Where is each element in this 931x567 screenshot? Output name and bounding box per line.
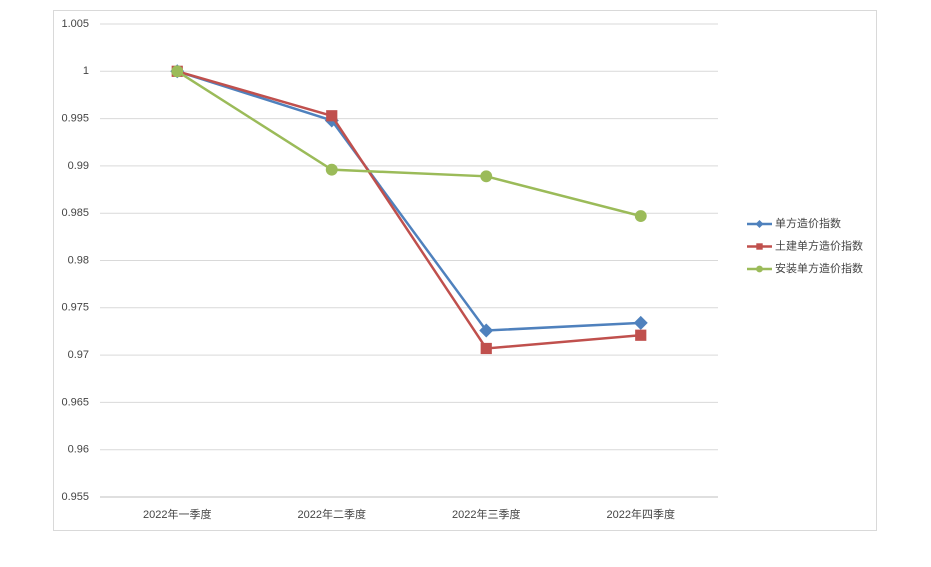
x-tick-label: 2022年四季度 <box>607 507 675 521</box>
marker <box>633 315 648 330</box>
legend-label: 安装单方造价指数 <box>775 261 863 275</box>
marker <box>325 163 338 176</box>
legend-marker <box>756 265 763 273</box>
x-tick-label: 2022年一季度 <box>143 507 211 521</box>
marker <box>326 110 338 122</box>
marker <box>480 170 493 183</box>
marker <box>480 342 492 355</box>
legend-label: 单方造价指数 <box>775 216 841 230</box>
y-tick-label: 0.995 <box>61 113 89 125</box>
y-tick-label: 0.98 <box>68 254 89 266</box>
x-tick-label: 2022年三季度 <box>452 507 520 521</box>
series-line <box>176 70 641 350</box>
legend-marker <box>755 220 764 228</box>
marker <box>479 323 494 338</box>
series-line <box>176 70 642 218</box>
y-tick-label: 0.955 <box>61 491 89 503</box>
y-tick-label: 0.96 <box>68 444 89 456</box>
legend-marker <box>756 243 763 250</box>
chart-border <box>53 10 877 531</box>
y-tick-label: 0.965 <box>61 396 89 408</box>
legend-label: 土建单方造价指数 <box>775 238 863 252</box>
y-tick-label: 0.99 <box>68 160 89 172</box>
y-tick-label: 1.005 <box>61 18 89 30</box>
marker <box>171 65 184 78</box>
y-tick-label: 0.985 <box>61 207 89 219</box>
y-tick-label: 1 <box>83 65 89 77</box>
marker <box>634 210 647 222</box>
y-tick-label: 0.97 <box>68 349 89 361</box>
series-line <box>176 70 641 332</box>
marker <box>635 329 647 341</box>
y-tick-label: 0.975 <box>61 302 89 314</box>
x-tick-label: 2022年二季度 <box>298 507 366 521</box>
